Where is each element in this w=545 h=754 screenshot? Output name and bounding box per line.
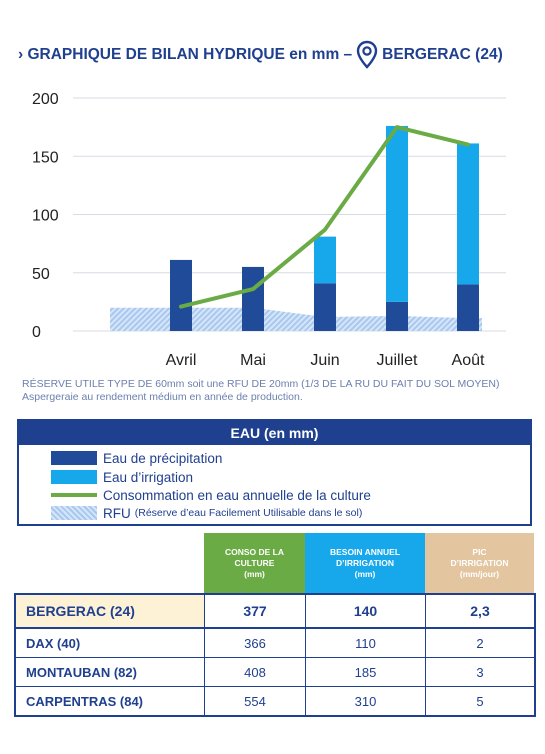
row-pic: 2 (425, 629, 534, 657)
bar-irrigation (457, 143, 479, 285)
bar-irrigation (386, 125, 408, 302)
row-pic: 5 (425, 687, 534, 715)
row-pic: 2,3 (425, 595, 534, 627)
consommation-line (179, 125, 470, 309)
x-tick-label: Août (452, 352, 485, 369)
table-row: BERGERAC (24) 377 140 2,3 (16, 595, 534, 629)
legend-item-consommation: Consommation en eau annuelle de la cultu… (51, 486, 371, 504)
legend-label: Consommation en eau annuelle de la cultu… (103, 487, 371, 503)
note-line-2: Aspergeraie au rendement médium en année… (22, 391, 303, 403)
row-conso: 366 (204, 629, 305, 657)
header-besoin: BESOIN ANNUEL D’IRRIGATION (mm) (305, 533, 425, 593)
y-tick-label: 0 (32, 324, 41, 341)
row-besoin: 110 (305, 629, 425, 657)
row-conso: 377 (204, 595, 305, 627)
legend-label: RFU (103, 505, 131, 521)
summary-table: CONSO DE LA CULTURE (mm) BESOIN ANNUEL D… (14, 533, 536, 717)
row-name: BERGERAC (24) (16, 595, 204, 627)
legend-item-irrigation: Eau d’irrigation (51, 468, 193, 486)
y-tick-label: 100 (32, 208, 59, 225)
x-tick-label: Mai (240, 352, 266, 369)
bar-precipitation (457, 284, 479, 331)
row-name: MONTAUBAN (82) (26, 664, 137, 680)
bar-precipitation (242, 266, 264, 331)
legend-label-detail: (Réserve d’eau Facilement Utilisable dan… (134, 507, 363, 519)
table-row: DAX (40) 366 110 2 (16, 629, 534, 658)
consommation-swatch (51, 493, 97, 497)
precipitation-swatch (51, 451, 97, 465)
bar-irrigation (314, 236, 336, 284)
table-row: MONTAUBAN (82) 408 185 3 (16, 658, 534, 687)
bar-precipitation (170, 259, 192, 331)
table-body: BERGERAC (24) 377 140 2,3 DAX (40) 366 1… (14, 593, 536, 717)
row-name: CARPENTRAS (84) (26, 693, 144, 709)
legend-title: EAU (en mm) (19, 421, 530, 445)
chart-title: › GRAPHIQUE DE BILAN HYDRIQUE en mm – BE… (18, 38, 528, 72)
row-conso: 408 (204, 658, 305, 686)
bar-precipitation (386, 301, 408, 331)
header-pic: PIC D’IRRIGATION (mm/jour) (425, 533, 534, 593)
y-tick-label: 200 (32, 91, 59, 108)
rfu-area (110, 307, 482, 331)
rfu-swatch (51, 506, 97, 520)
x-tick-label: Juin (310, 352, 339, 369)
chart-notes: RÉSERVE UTILE TYPE DE 60mm soit une RFU … (22, 378, 532, 404)
x-tick-label: Juillet (377, 352, 418, 369)
table-row: CARPENTRAS (84) 554 310 5 (16, 687, 534, 715)
irrigation-swatch (51, 470, 97, 484)
note-line-1: RÉSERVE UTILE TYPE DE 60mm soit une RFU … (22, 378, 500, 390)
bar-precipitation (314, 283, 336, 331)
row-name: DAX (40) (26, 635, 81, 651)
water-balance-chart: 0 50 100 150 200 Avril Mai Juin Juillet Août (32, 91, 506, 369)
title-text: › GRAPHIQUE DE BILAN HYDRIQUE en mm – (18, 46, 353, 63)
legend-label: Eau de précipitation (103, 450, 223, 466)
y-tick-label: 150 (32, 149, 59, 166)
row-besoin: 185 (305, 658, 425, 686)
header-conso: CONSO DE LA CULTURE (mm) (204, 533, 305, 593)
legend: EAU (en mm) Eau de précipitation Eau d’i… (17, 419, 532, 526)
row-pic: 3 (425, 658, 534, 686)
row-besoin: 310 (305, 687, 425, 715)
legend-item-precipitation: Eau de précipitation (51, 449, 222, 467)
legend-label: Eau d’irrigation (103, 469, 194, 485)
legend-item-rfu: RFU (Réserve d’eau Facilement Utilisable… (51, 504, 362, 522)
y-tick-label: 50 (32, 266, 50, 283)
title-location: BERGERAC (24) (382, 46, 503, 63)
row-besoin: 140 (305, 595, 425, 627)
location-pin-icon (356, 40, 378, 70)
row-conso: 554 (204, 687, 305, 715)
x-tick-label: Avril (166, 352, 197, 369)
